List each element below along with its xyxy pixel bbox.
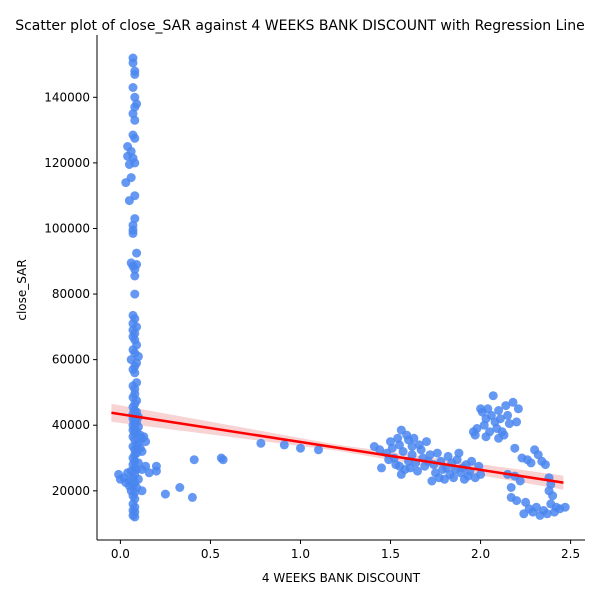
data-point — [548, 491, 558, 501]
data-point — [526, 458, 536, 468]
data-point — [130, 265, 140, 274]
data-point — [144, 468, 154, 478]
data-point — [425, 450, 435, 460]
y-tick-label: 80000 — [52, 287, 90, 301]
data-point — [296, 443, 305, 453]
data-point — [485, 427, 495, 437]
data-point — [407, 442, 417, 451]
data-point — [513, 404, 523, 414]
data-point — [501, 401, 511, 411]
x-tick-label: 1.5 — [381, 547, 400, 561]
data-point — [130, 271, 140, 281]
data-point — [409, 433, 419, 443]
data-point — [121, 178, 131, 188]
data-point — [137, 486, 147, 496]
data-point — [279, 440, 289, 450]
data-point — [432, 448, 442, 458]
data-point — [512, 496, 522, 506]
data-point — [124, 196, 134, 206]
data-point — [499, 430, 509, 440]
data-point — [472, 424, 482, 433]
chart-title: Scatter plot of close_SAR against 4 WEEK… — [15, 18, 585, 34]
data-point — [128, 58, 138, 68]
data-point — [427, 476, 437, 486]
data-point — [454, 448, 464, 458]
data-point — [189, 455, 199, 465]
data-point — [395, 440, 404, 450]
data-point — [130, 512, 140, 522]
data-point — [141, 461, 151, 471]
data-point — [387, 443, 397, 453]
data-point — [449, 473, 458, 483]
data-point — [124, 481, 134, 491]
data-point — [515, 476, 525, 486]
data-point — [151, 461, 161, 471]
data-point — [510, 443, 520, 453]
data-point — [130, 289, 140, 299]
data-point — [483, 404, 493, 414]
data-point — [130, 368, 140, 378]
data-point — [398, 447, 408, 456]
data-point — [504, 419, 514, 429]
data-point — [124, 160, 134, 169]
data-point — [413, 466, 422, 476]
data-point — [512, 417, 522, 427]
data-point — [141, 437, 151, 447]
data-point — [218, 455, 228, 465]
data-point — [130, 69, 140, 79]
data-point — [488, 391, 498, 401]
data-point — [467, 456, 477, 466]
x-axis-label: 4 WEEKS BANK DISCOUNT — [262, 571, 421, 585]
y-tick-label: 140000 — [44, 90, 90, 104]
regression-line — [111, 411, 564, 484]
data-point — [128, 228, 138, 238]
data-point — [531, 502, 541, 512]
data-point — [560, 502, 570, 512]
data-point — [256, 438, 266, 448]
data-point — [422, 437, 431, 447]
y-tick-label: 100000 — [44, 221, 90, 235]
data-point — [495, 414, 505, 424]
data-point — [407, 450, 417, 460]
data-point — [175, 483, 185, 492]
data-point — [375, 445, 385, 455]
regression-layer — [111, 411, 564, 484]
y-axis-label: close_SAR — [15, 259, 29, 320]
axes-layer: 0.0 0.5 1.0 1.5 2.0 2.5 20000 40000 60000 80000 10… — [44, 35, 585, 561]
data-point — [542, 509, 552, 519]
y-tick-label: 60000 — [52, 353, 90, 367]
data-point — [508, 397, 518, 407]
x-tick-label: 0.0 — [111, 547, 130, 561]
x-tick-label: 1.0 — [291, 547, 310, 561]
data-point — [540, 460, 550, 470]
y-tick-label: 40000 — [52, 418, 90, 432]
data-point — [377, 463, 386, 473]
data-point — [130, 115, 140, 125]
data-point — [476, 469, 486, 479]
data-point — [128, 83, 138, 92]
x-tick-label: 2.0 — [471, 547, 490, 561]
data-point — [130, 133, 140, 143]
data-point — [533, 450, 543, 460]
data-point — [314, 445, 323, 455]
data-point — [187, 492, 197, 502]
data-point — [494, 406, 504, 415]
data-point — [123, 468, 133, 478]
x-tick-label: 0.5 — [201, 547, 220, 561]
data-point — [416, 445, 426, 455]
y-tick-label: 20000 — [52, 484, 90, 498]
data-point — [160, 489, 170, 499]
data-point — [503, 410, 513, 420]
y-tick-label: 120000 — [44, 156, 90, 170]
x-tick-label: 2.5 — [561, 547, 580, 561]
data-point — [506, 483, 516, 492]
data-point — [132, 248, 142, 258]
